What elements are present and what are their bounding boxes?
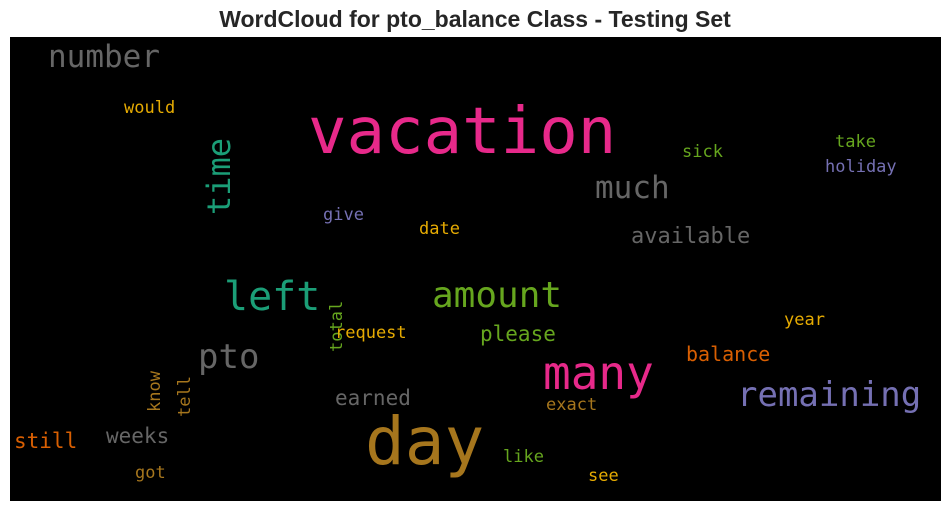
word-request: request [335, 323, 407, 343]
word-still: still [14, 429, 78, 453]
word-many: many [543, 346, 654, 400]
word-weeks: weeks [106, 424, 170, 448]
word-left: left [224, 274, 321, 320]
word-date: date [419, 219, 460, 239]
word-time: time [200, 137, 238, 215]
word-would: would [124, 98, 176, 118]
word-like: like [503, 447, 544, 467]
word-much: much [595, 170, 670, 206]
word-available: available [631, 224, 751, 249]
word-year: year [784, 310, 825, 330]
word-tell: tell [175, 376, 195, 417]
wordcloud-canvas: vacation day many remaining left amount … [10, 37, 941, 501]
chart-title: WordCloud for pto_balance Class - Testin… [219, 6, 731, 32]
word-sick: sick [682, 142, 723, 162]
word-please: please [480, 322, 556, 346]
word-holiday: holiday [825, 157, 897, 177]
word-got: got [135, 463, 166, 483]
word-see: see [588, 466, 619, 486]
word-balance: balance [686, 342, 771, 366]
word-take: take [835, 132, 876, 152]
word-know: know [145, 371, 165, 412]
word-exact: exact [546, 395, 598, 415]
word-day: day [365, 403, 485, 480]
word-earned: earned [335, 386, 411, 410]
word-pto: pto [198, 337, 260, 377]
word-number: number [48, 39, 160, 75]
word-amount: amount [432, 275, 563, 316]
word-give: give [323, 205, 364, 225]
word-remaining: remaining [737, 375, 922, 415]
word-vacation: vacation [308, 95, 617, 169]
